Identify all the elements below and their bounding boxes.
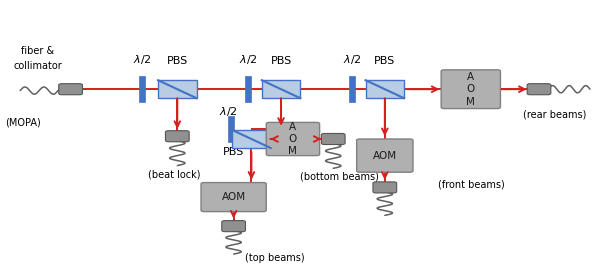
Bar — [228, 116, 234, 142]
Text: AOM: AOM — [372, 151, 397, 161]
Bar — [232, 130, 271, 148]
Text: (top beams): (top beams) — [246, 254, 305, 264]
Text: $\lambda$/2: $\lambda$/2 — [219, 105, 237, 118]
Text: A
O
M: A O M — [288, 121, 297, 157]
FancyBboxPatch shape — [441, 70, 501, 109]
Bar — [158, 80, 197, 98]
Text: (MOPA): (MOPA) — [5, 118, 41, 128]
Text: fiber &: fiber & — [21, 46, 55, 56]
Bar — [262, 80, 300, 98]
Text: collimator: collimator — [14, 61, 63, 71]
Text: $\lambda$/2: $\lambda$/2 — [239, 53, 257, 66]
Text: (rear beams): (rear beams) — [523, 110, 586, 120]
Text: PBS: PBS — [374, 56, 396, 66]
FancyBboxPatch shape — [321, 133, 345, 145]
Text: PBS: PBS — [271, 56, 291, 66]
Text: $\lambda$/2: $\lambda$/2 — [343, 53, 361, 66]
Bar — [139, 76, 145, 102]
Text: (bottom beams): (bottom beams) — [300, 172, 378, 182]
FancyBboxPatch shape — [222, 221, 246, 232]
FancyBboxPatch shape — [59, 84, 82, 95]
FancyBboxPatch shape — [166, 131, 189, 142]
Text: A
O
M: A O M — [466, 72, 475, 106]
Text: PBS: PBS — [223, 147, 244, 157]
Text: $\lambda$/2: $\lambda$/2 — [132, 53, 151, 66]
Text: PBS: PBS — [167, 56, 188, 66]
Text: (beat lock): (beat lock) — [148, 169, 201, 179]
FancyBboxPatch shape — [266, 122, 319, 156]
FancyBboxPatch shape — [373, 182, 397, 193]
Text: (front beams): (front beams) — [438, 180, 505, 190]
Bar — [349, 76, 355, 102]
Bar — [365, 80, 404, 98]
FancyBboxPatch shape — [356, 139, 413, 172]
Bar — [246, 76, 252, 102]
Text: AOM: AOM — [222, 192, 246, 202]
FancyBboxPatch shape — [201, 183, 266, 212]
FancyBboxPatch shape — [527, 84, 551, 95]
